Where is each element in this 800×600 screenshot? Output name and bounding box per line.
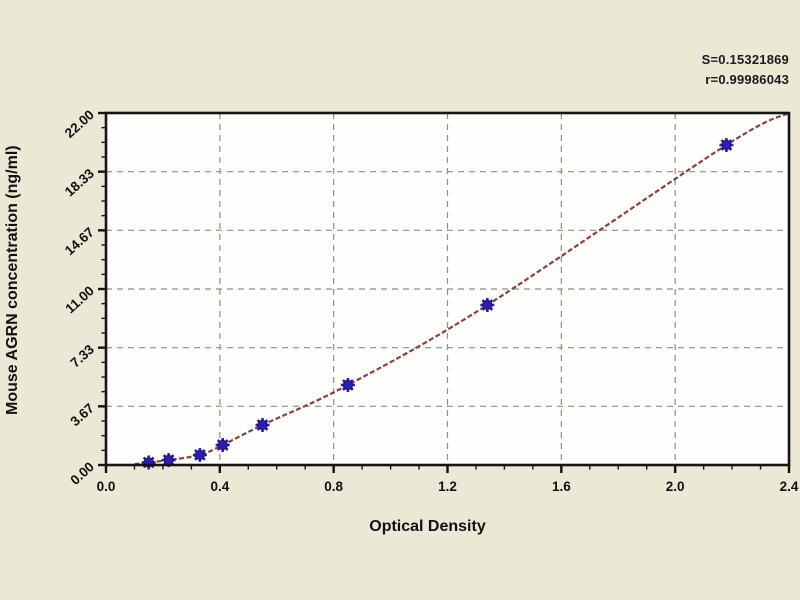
data-point-marker [719,138,734,152]
data-point-marker [141,455,156,470]
x-tick-label: 2.0 [666,479,685,494]
stat-r-value: r=0.99986043 [705,72,789,87]
x-tick-label: 0.4 [210,479,229,494]
data-point-marker [340,378,355,392]
x-tick-label: 0.0 [97,479,116,494]
data-point-marker [192,447,207,462]
x-axis-title: Optical Density [369,518,486,535]
x-tick-label: 1.6 [552,479,571,494]
y-tick-label: 0.00 [67,459,97,488]
x-tick-label: 0.8 [324,479,343,494]
stat-s-value: S=0.15321869 [701,52,789,67]
data-point-marker [480,298,495,312]
fit-statistics: S=0.15321869 r=0.99986043 [702,50,789,90]
y-tick-label: 3.67 [67,400,97,429]
x-tick-label: 1.2 [438,479,457,494]
y-tick-label: 11.00 [62,283,97,316]
data-point-marker [255,418,270,432]
y-tick-label: 18.33 [62,165,98,199]
x-tick-label: 2.4 [780,479,799,494]
y-axis-title: Mouse AGRN concentration (ng/ml) [4,145,21,415]
y-tick-label: 22.00 [62,107,97,141]
data-point-marker [215,438,230,452]
plot-border [104,111,791,467]
y-tick-label: 14.67 [62,224,97,258]
y-tick-label: 7.33 [67,341,97,370]
